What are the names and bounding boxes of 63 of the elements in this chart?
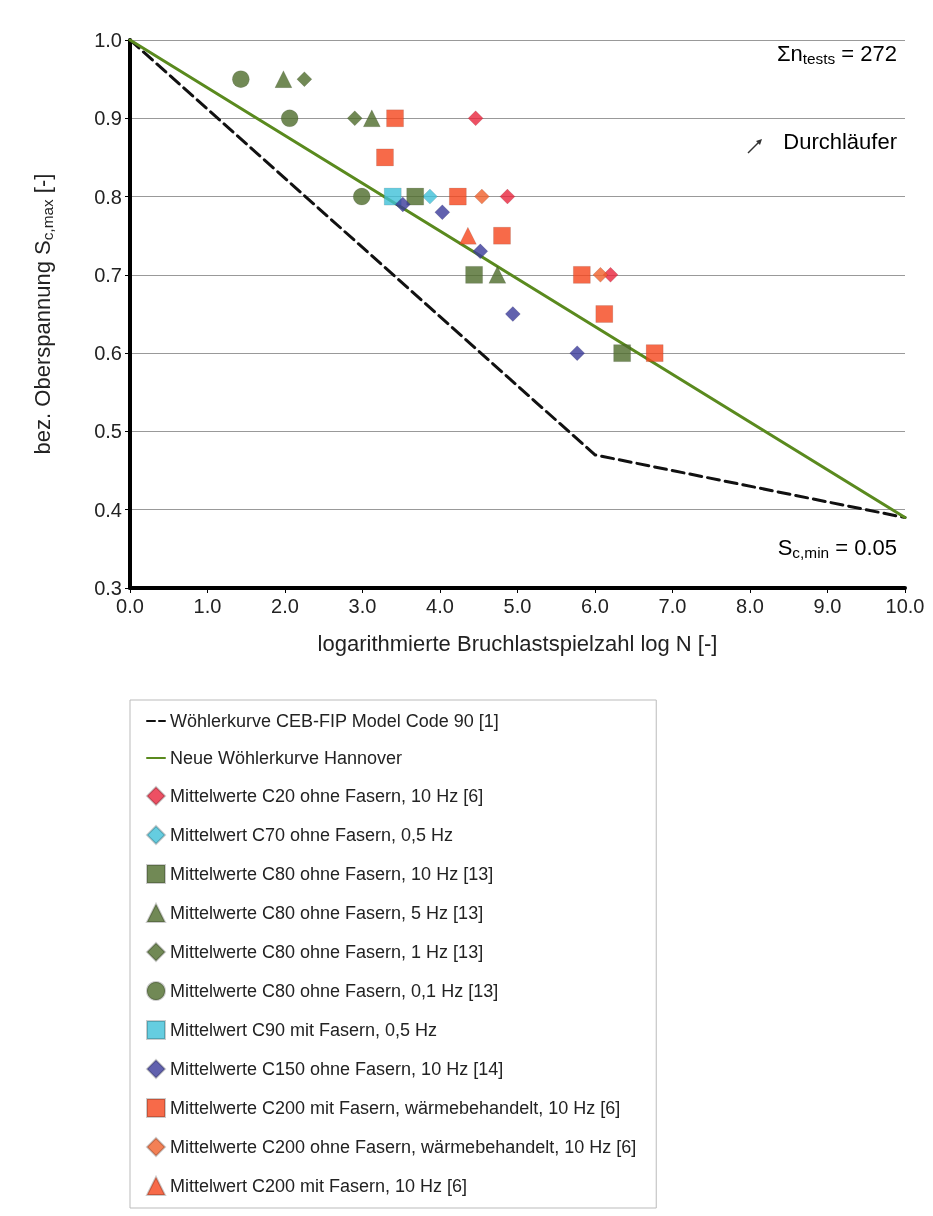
x-tick-label: 9.0 (813, 595, 842, 617)
legend-label: Mittelwerte C80 ohne Fasern, 1 Hz [13] (170, 942, 484, 962)
y-tick-label: 1.0 (94, 29, 122, 51)
legend-label: Mittelwert C90 mit Fasern, 0,5 Hz (170, 1020, 438, 1040)
point (363, 109, 381, 128)
legend-label: Mittelwerte C80 ohne Fasern, 0,1 Hz [13] (170, 981, 499, 1001)
x-tick-label: 2.0 (271, 595, 299, 617)
point (395, 196, 411, 213)
point (406, 187, 424, 206)
x-tick-label: 3.0 (348, 595, 377, 617)
point (488, 266, 507, 284)
x-tick-label: 10.0 (885, 595, 925, 617)
x-tick-label: 5.0 (503, 595, 532, 617)
point (347, 110, 363, 127)
point (499, 188, 516, 205)
y-tick-label: 0.6 (94, 342, 122, 365)
x-tick-label: 8.0 (736, 595, 764, 617)
legend-label: Mittelwerte C20 ohne Fasern, 10 Hz [6] (170, 786, 484, 806)
point (472, 243, 489, 260)
point (505, 306, 521, 322)
point (280, 109, 299, 128)
legend-label: Neue Wöhlerkurve Hannover (170, 748, 403, 768)
legend-label: Mittelwerte C150 ohne Fasern, 10 Hz [14] (170, 1059, 504, 1079)
point (434, 204, 451, 220)
point (296, 71, 313, 87)
point (376, 148, 394, 167)
legend-label: Wöhlerkurve CEB-FIP Model Code 90 [1] (170, 711, 499, 731)
point (232, 70, 250, 88)
point (422, 188, 438, 205)
point (645, 344, 664, 362)
point (465, 266, 483, 284)
legend-label: Mittelwert C70 ohne Fasern, 0,5 Hz (170, 825, 454, 845)
point (569, 345, 585, 361)
legend-label: Mittelwerte C200 mit Fasern, wärmebehandelt, 10 Hz [6] (170, 1098, 621, 1118)
y-axis-title: bez. Oberspannung Sc,max [-] (29, 173, 56, 455)
annotation: Durchläufer (783, 128, 897, 154)
y-tick-label: 0.9 (94, 107, 122, 130)
y-tick-label: 0.7 (94, 263, 122, 286)
y-tick-label: 0.8 (94, 185, 122, 208)
x-tick-label: 1.0 (193, 595, 222, 617)
point (459, 226, 477, 245)
point (352, 187, 371, 206)
point (386, 109, 404, 128)
legend-label: Mittelwert C200 mit Fasern, 10 Hz [6] (170, 1176, 468, 1196)
x-tick-label: 7.0 (658, 595, 687, 617)
legend-label: Mittelwerte C200 ohne Fasern, wärmebehandelt, 10 Hz [6] (170, 1137, 637, 1157)
point (467, 110, 484, 127)
x-axis-title: logarithmierte Bruchlastspielzahl log N [-] (317, 630, 718, 656)
legend-label: Mittelwerte C80 ohne Fasern, 5 Hz [13] (170, 903, 484, 923)
y-tick-label: 0.5 (94, 420, 122, 443)
x-tick-label: 4.0 (426, 595, 454, 617)
x-tick-label: 6.0 (581, 595, 609, 617)
point (573, 266, 591, 284)
point (493, 226, 511, 245)
point (613, 344, 631, 362)
point (383, 187, 402, 206)
legend-label: Mittelwerte C80 ohne Fasern, 10 Hz [13] (170, 864, 494, 884)
point (595, 305, 614, 323)
point (449, 187, 467, 206)
point (274, 70, 293, 88)
point (474, 188, 490, 205)
point (592, 267, 609, 283)
y-tick-label: 0.4 (94, 498, 122, 521)
